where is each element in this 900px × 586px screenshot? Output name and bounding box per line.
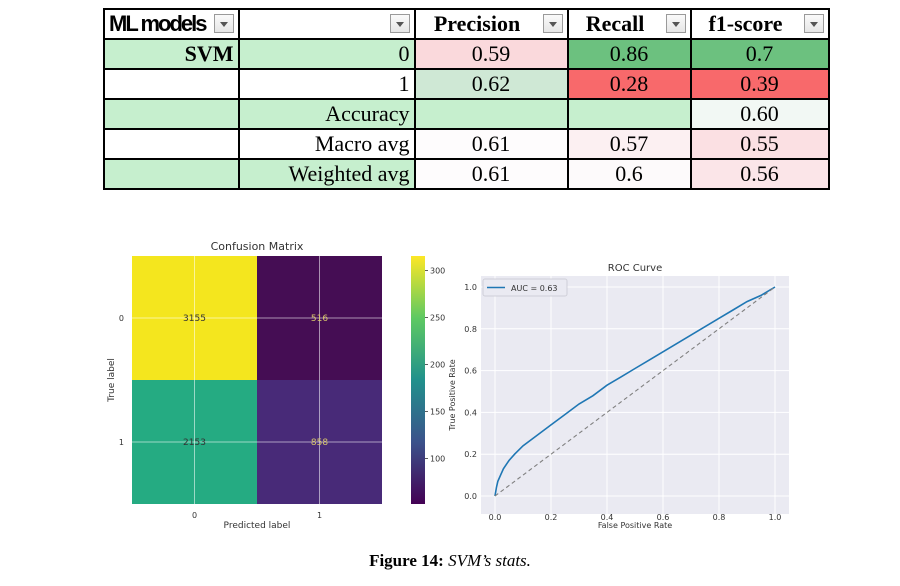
cell-model[interactable] bbox=[103, 68, 240, 100]
roc-x-tick: 1.0 bbox=[769, 513, 782, 522]
roc-curve-figure: ROC Curve 0.0 0.2 0.4 0.6 0.8 1.0 0.0 0.2 0.4 0.6… bbox=[448, 263, 789, 530]
figure-caption: Figure 14: SVM’s stats. bbox=[0, 551, 900, 571]
cell-f1[interactable]: 0.7 bbox=[689, 38, 830, 70]
roc-legend-box bbox=[482, 278, 568, 297]
cell-model[interactable]: SVM bbox=[103, 38, 240, 70]
roc-y-tick: 1.0 bbox=[464, 283, 477, 292]
roc-y-tick: 0.2 bbox=[464, 450, 477, 459]
cell-precision[interactable]: 0.62 bbox=[413, 68, 569, 100]
header-ml-models: ML models bbox=[103, 8, 240, 40]
cell-f1[interactable]: 0.60 bbox=[689, 98, 830, 130]
cell-class[interactable]: 0 bbox=[237, 38, 416, 70]
roc-title: ROC Curve bbox=[608, 263, 662, 274]
cell-class[interactable]: Macro avg bbox=[237, 128, 416, 160]
cm-x-tick: 1 bbox=[317, 511, 322, 520]
filter-dropdown-icon[interactable] bbox=[389, 14, 410, 33]
table-row: SVM 0 0.59 0.86 0.7 bbox=[103, 38, 830, 70]
roc-ylabel: True Positive Rate bbox=[448, 359, 457, 431]
cell-model[interactable] bbox=[103, 128, 240, 160]
caption-text: SVM’s stats. bbox=[448, 551, 531, 570]
cell-precision[interactable] bbox=[413, 98, 569, 130]
roc-x-tick: 0.2 bbox=[545, 513, 558, 522]
cell-f1[interactable]: 0.55 bbox=[689, 128, 830, 160]
cell-class[interactable]: 1 bbox=[237, 68, 416, 100]
roc-legend-label: AUC = 0.63 bbox=[511, 284, 558, 293]
header-f1: f1-score bbox=[689, 8, 830, 40]
filter-dropdown-icon[interactable] bbox=[803, 14, 824, 33]
cm-y-tick: 0 bbox=[119, 314, 124, 323]
cell-recall[interactable]: 0.57 bbox=[566, 128, 692, 160]
table-row: Macro avg 0.61 0.57 0.55 bbox=[103, 128, 830, 160]
cell-class[interactable]: Accuracy bbox=[237, 98, 416, 130]
cm-x-tick: 0 bbox=[192, 511, 197, 520]
cm-cell-value: 516 bbox=[311, 314, 328, 324]
filter-dropdown-icon[interactable] bbox=[542, 14, 563, 33]
roc-legend: AUC = 0.63 bbox=[482, 278, 568, 297]
colorbar bbox=[411, 256, 425, 504]
cm-ylabel: True label bbox=[107, 358, 117, 403]
roc-y-tick: 0.8 bbox=[464, 325, 477, 334]
roc-x-tick: 0.6 bbox=[657, 513, 670, 522]
roc-x-tick: 0.4 bbox=[601, 513, 614, 522]
cell-recall[interactable] bbox=[566, 98, 692, 130]
cell-recall[interactable]: 0.28 bbox=[566, 68, 692, 100]
cm-cell-value: 3155 bbox=[183, 314, 206, 324]
metrics-table: ML models Precision Recall f1-score SVM … bbox=[103, 8, 830, 190]
cell-precision[interactable]: 0.59 bbox=[413, 38, 569, 70]
roc-x-tick: 0.0 bbox=[489, 513, 502, 522]
roc-curve-line bbox=[494, 286, 776, 497]
cell-model[interactable] bbox=[103, 98, 240, 130]
colorbar-tick-label: 1000 bbox=[430, 455, 445, 464]
roc-xlabel: False Positive Rate bbox=[598, 521, 672, 530]
roc-y-tick: 0.4 bbox=[464, 408, 477, 417]
roc-y-tick: 0.0 bbox=[464, 492, 477, 501]
cell-recall[interactable]: 0.86 bbox=[566, 38, 692, 70]
roc-x-tick: 0.8 bbox=[713, 513, 726, 522]
cell-f1[interactable]: 0.39 bbox=[689, 68, 830, 100]
colorbar-tick-label: 3000 bbox=[430, 267, 445, 276]
cell-f1[interactable]: 0.56 bbox=[689, 158, 830, 190]
confusion-matrix-figure: Confusion Matrix True label Predicted la… bbox=[107, 240, 445, 531]
filter-dropdown-icon[interactable] bbox=[665, 14, 686, 33]
roc-plot-area bbox=[481, 276, 789, 514]
table-row: Accuracy 0.60 bbox=[103, 98, 830, 130]
caption-label: Figure 14: bbox=[369, 551, 444, 570]
cm-cell-value: 2153 bbox=[183, 438, 206, 448]
header-class bbox=[237, 8, 416, 40]
header-recall: Recall bbox=[566, 8, 692, 40]
cell-model[interactable] bbox=[103, 158, 240, 190]
cm-y-tick: 1 bbox=[119, 438, 124, 447]
roc-y-tick: 0.6 bbox=[464, 367, 477, 376]
colorbar-tick-label: 2500 bbox=[430, 314, 445, 323]
cell-recall[interactable]: 0.6 bbox=[566, 158, 692, 190]
table-header-row: ML models Precision Recall f1-score bbox=[103, 8, 830, 40]
table-row: Weighted avg 0.61 0.6 0.56 bbox=[103, 158, 830, 190]
colorbar-tick-label: 2000 bbox=[430, 361, 445, 370]
roc-chance-line bbox=[494, 286, 776, 497]
cell-precision[interactable]: 0.61 bbox=[413, 158, 569, 190]
header-precision: Precision bbox=[413, 8, 569, 40]
table-row: 1 0.62 0.28 0.39 bbox=[103, 68, 830, 100]
cm-cell-value: 858 bbox=[311, 438, 328, 448]
cell-precision[interactable]: 0.61 bbox=[413, 128, 569, 160]
cell-class[interactable]: Weighted avg bbox=[237, 158, 416, 190]
colorbar-tick-label: 1500 bbox=[430, 408, 445, 417]
cm-xlabel: Predicted label bbox=[224, 521, 291, 531]
filter-dropdown-icon[interactable] bbox=[213, 14, 234, 33]
cm-title: Confusion Matrix bbox=[211, 240, 304, 253]
